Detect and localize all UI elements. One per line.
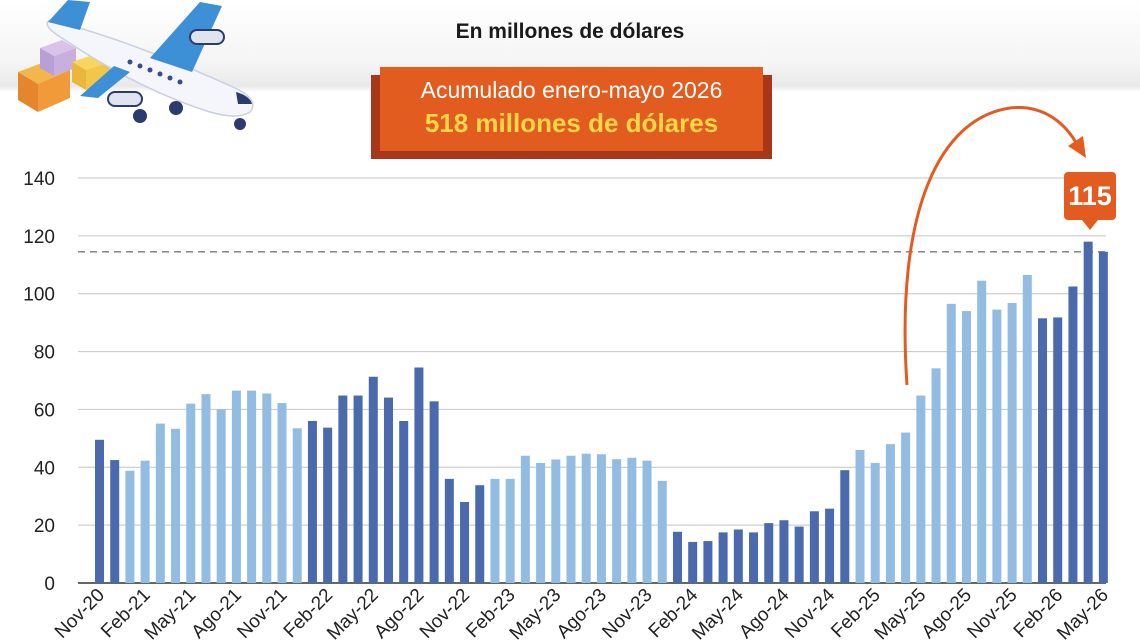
bar-Mar-26 [1068, 286, 1078, 583]
bar-Ago-25 [961, 311, 971, 583]
bar-Jul-22 [399, 421, 409, 583]
bar-Mar-21 [155, 423, 165, 583]
bar-Mar-25 [885, 444, 895, 583]
bar-Dic-20 [110, 460, 120, 583]
bar-Jun-23 [566, 455, 576, 583]
bar-Ago-21 [231, 390, 241, 584]
bar-Jun-24 [749, 532, 759, 584]
bar-Nov-23 [642, 460, 652, 583]
bar-Jul-24 [764, 523, 774, 583]
bar-Dic-24 [840, 470, 850, 583]
bar-Jun-25 [931, 368, 941, 583]
bar-Abr-21 [171, 428, 181, 583]
bar-Dic-21 [292, 428, 302, 583]
bar-Dic-22 [475, 485, 485, 583]
bar-Ago-24 [779, 520, 789, 583]
bar-Jun-21 [201, 394, 211, 583]
bar-Oct-23 [627, 457, 637, 583]
y-tick-label: 80 [34, 343, 55, 364]
bar-Dic-25 [1022, 274, 1032, 583]
bar-May-22 [368, 376, 378, 583]
x-tick-label: Nov-20 [51, 585, 109, 641]
airplane-with-boxes-icon [18, 0, 254, 130]
chart-subtitle: En millones de dólares [455, 20, 685, 43]
bar-Sep-21 [247, 390, 257, 584]
last-value-callout: 115 [1064, 172, 1116, 220]
callout-arrowhead [1068, 136, 1086, 158]
y-axis: 0 20 40 60 80 100 120 140 [23, 169, 55, 595]
bar-Abr-25 [901, 432, 911, 583]
bar-Abr-22 [353, 395, 363, 583]
bars-layer [95, 241, 1108, 584]
y-tick-label: 140 [23, 169, 55, 190]
bar-Ene-22 [307, 421, 317, 583]
bar-Mar-24 [703, 541, 713, 583]
callout-arrow [903, 106, 1082, 386]
bar-Sep-25 [977, 280, 987, 583]
x-tick-label: Nov-24 [781, 584, 839, 641]
bar-Ene-21 [125, 470, 135, 583]
y-tick-label: 120 [23, 227, 55, 248]
bar-Abr-26 [1083, 241, 1093, 583]
bar-Jun-22 [383, 397, 393, 583]
y-tick-label: 40 [34, 458, 55, 479]
x-tick-label: Nov-23 [598, 585, 656, 641]
bar-Nov-24 [825, 508, 835, 583]
bar-Ago-23 [596, 454, 606, 583]
bar-Nov-21 [277, 403, 287, 583]
callout-pointer [1082, 220, 1098, 230]
banner-total-text: 518 millones de dólares [424, 108, 719, 138]
bar-Feb-26 [1053, 317, 1063, 583]
bar-May-25 [916, 395, 926, 583]
bar-May-26 [1098, 251, 1108, 583]
bar-Abr-24 [718, 532, 728, 584]
bar-Ene-25 [855, 449, 865, 583]
bar-Oct-25 [992, 309, 1002, 584]
bar-Sep-24 [794, 526, 804, 583]
bar-Oct-21 [262, 393, 272, 583]
bar-Mar-23 [520, 455, 530, 583]
bar-Feb-24 [688, 541, 698, 583]
bar-Nov-25 [1007, 302, 1017, 583]
x-tick-label: May-26 [1053, 585, 1113, 641]
bar-Ene-23 [490, 478, 500, 583]
bar-Abr-23 [536, 462, 546, 583]
summary-banner: Acumulado enero-mayo 2026 518 millones d… [371, 67, 772, 159]
banner-panel: Acumulado enero-mayo 2026 518 millones d… [380, 67, 763, 151]
bar-Nov-22 [460, 502, 470, 583]
bar-Ene-24 [672, 531, 682, 583]
bar-May-23 [551, 459, 561, 583]
y-tick-label: 60 [34, 400, 55, 421]
bar-Dic-23 [657, 480, 667, 583]
y-tick-label: 0 [44, 574, 55, 595]
bar-May-21 [186, 403, 196, 583]
bar-Jul-25 [946, 303, 956, 583]
x-tick-label: Nov-21 [233, 585, 291, 641]
bar-Oct-24 [809, 511, 819, 583]
y-tick-label: 100 [23, 285, 55, 306]
x-tick-label: Nov-25 [963, 585, 1021, 641]
bar-Oct-22 [444, 478, 454, 583]
x-axis: Nov-20Feb-21May-21Ago-21Nov-21Feb-22May-… [51, 584, 1113, 641]
banner-period-text: Acumulado enero-mayo 2026 [420, 77, 723, 103]
y-tick-label: 20 [34, 516, 55, 537]
bar-May-24 [733, 529, 743, 583]
bar-Feb-23 [505, 478, 515, 583]
bar-Sep-22 [429, 401, 439, 583]
bar-Jul-23 [581, 453, 591, 583]
bar-Ago-22 [414, 367, 424, 583]
bar-Ene-26 [1038, 318, 1048, 583]
bar-Sep-23 [612, 459, 622, 583]
x-tick-label: Nov-22 [416, 585, 474, 641]
bar-Feb-25 [870, 462, 880, 583]
bar-Mar-22 [338, 395, 348, 583]
bar-Feb-22 [323, 427, 333, 583]
bar-Nov-20 [95, 439, 104, 583]
bar-Feb-21 [140, 460, 150, 583]
bar-Jul-21 [216, 409, 226, 583]
